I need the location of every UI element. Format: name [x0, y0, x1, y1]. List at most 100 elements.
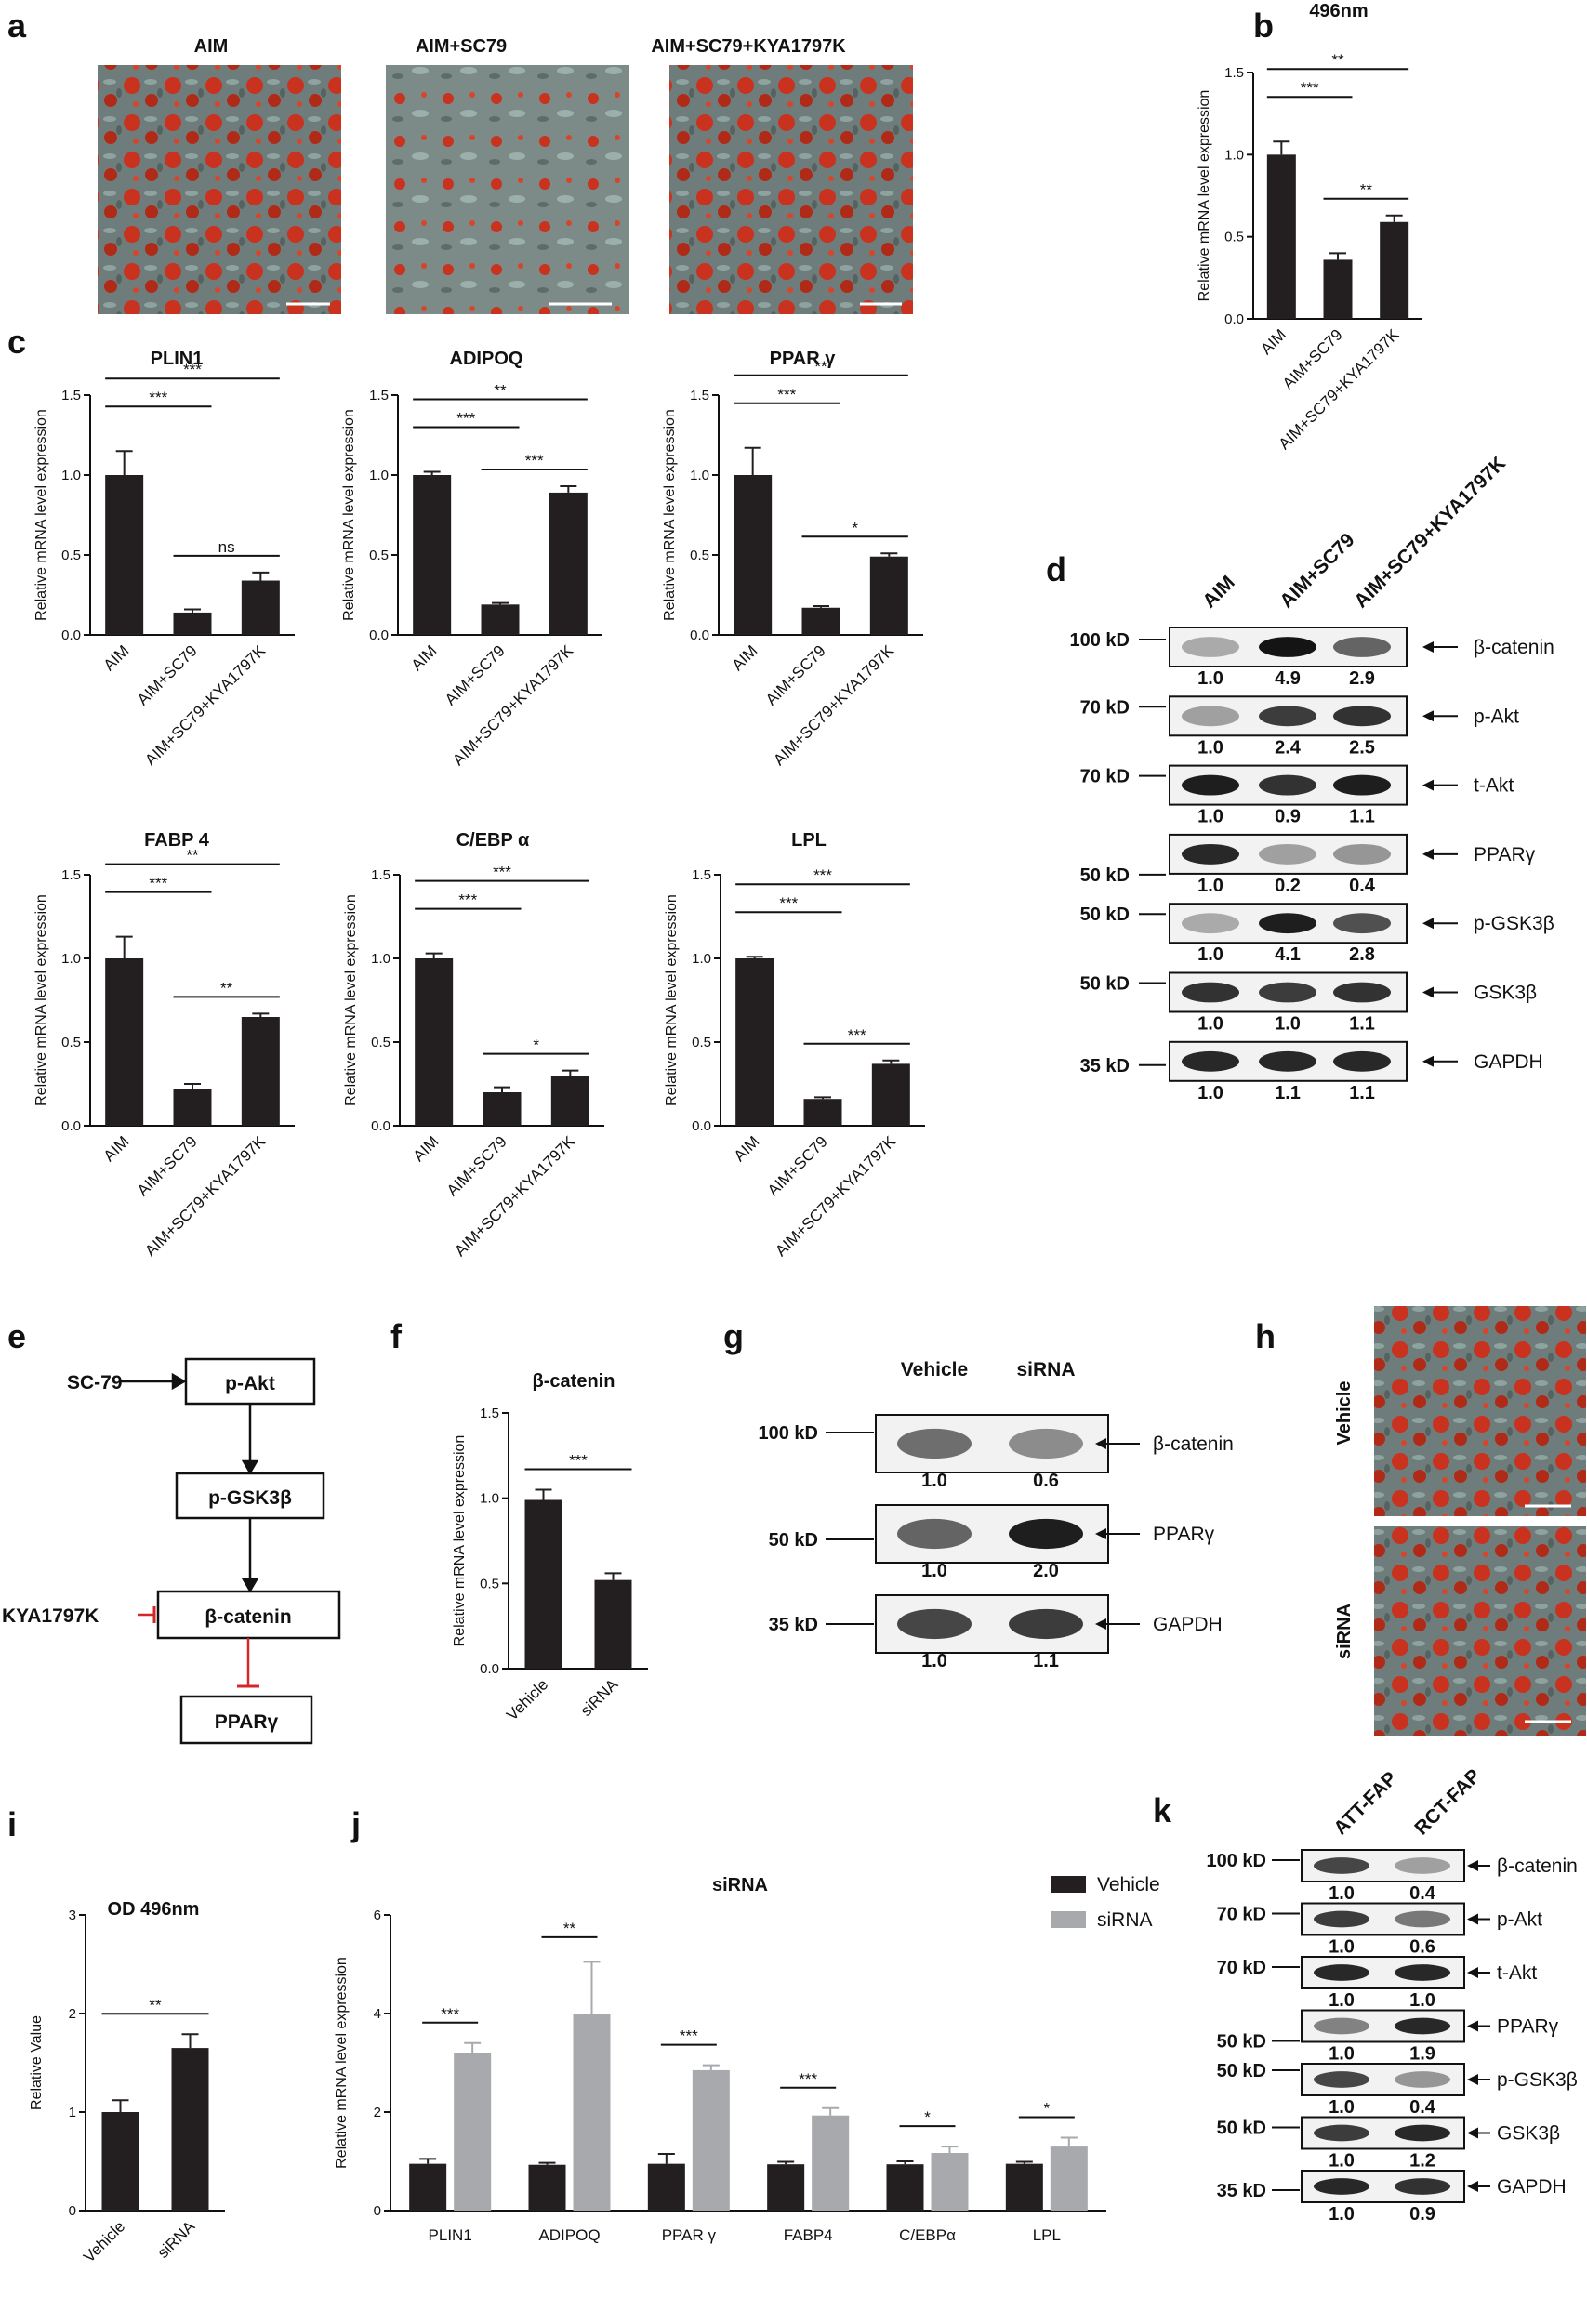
chart-title: 496nm — [1309, 1, 1368, 21]
protein-band — [1182, 913, 1239, 934]
protein-band — [1395, 2178, 1450, 2195]
protein-band — [1259, 843, 1316, 865]
band-quantification: 2.9 — [1349, 668, 1375, 689]
x-tick-label: AIM+SC79+KYA1797K — [770, 641, 897, 769]
significance-label: *** — [493, 864, 511, 881]
arrow-head — [1422, 848, 1434, 860]
arrow-head — [1422, 779, 1434, 791]
significance-label: ** — [563, 1920, 576, 1937]
band-quantification: 1.0 — [1329, 1883, 1355, 1904]
panel-label-d: d — [1046, 550, 1066, 588]
bar — [105, 958, 144, 1126]
chart-c1: PLIN1 0.0 0.5 1.0 1.5 Relative mRNA level exp… — [33, 349, 295, 769]
y-tick-label: 0.0 — [61, 627, 81, 643]
micrograph-aim-sc79-kya — [669, 65, 913, 314]
significance-label: *** — [569, 1452, 588, 1470]
micrograph-aim-sc79 — [386, 65, 629, 314]
arrow-head — [1467, 2074, 1478, 2085]
protein-band — [1333, 637, 1391, 657]
y-tick-label: 0.5 — [690, 548, 709, 563]
band-quantification: 1.0 — [1329, 2097, 1355, 2118]
significance-label: *** — [777, 386, 796, 403]
micrograph-aim — [98, 65, 341, 314]
y-tick-label: 4 — [374, 2006, 381, 2022]
band-quantification: 4.9 — [1275, 668, 1301, 689]
legend-swatch-vehicle — [1051, 1876, 1086, 1893]
y-axis-label: Relative Value — [29, 2015, 45, 2110]
panel-label-e: e — [7, 1317, 26, 1355]
band-quantification: 1.0 — [1329, 2204, 1355, 2225]
panel-label-g: g — [723, 1317, 744, 1355]
x-tick-label: AIM+SC79 — [134, 1132, 201, 1199]
x-tick-label: siRNA — [577, 1675, 622, 1720]
x-tick-label: AIM+SC79+KYA1797K — [141, 641, 269, 769]
panel-label-i: i — [7, 1805, 17, 1843]
chart-b: 496nm 0.0 0.5 1.0 1.5 Relative mRNA level exp… — [1197, 1, 1422, 453]
significance-label: ns — [218, 538, 235, 556]
panel-label-j: j — [350, 1805, 361, 1843]
protein-name: GSK3β — [1497, 2123, 1560, 2145]
bar — [801, 607, 840, 635]
protein-band — [1314, 2017, 1369, 2035]
bar — [735, 958, 774, 1126]
band-quantification: 1.0 — [921, 1651, 947, 1671]
protein-name: p-Akt — [1474, 706, 1519, 727]
band-quantification: 1.0 — [1329, 2151, 1355, 2172]
band-quantification: 1.1 — [1033, 1651, 1059, 1671]
molecular-weight-marker: 50 kD — [769, 1530, 818, 1551]
bar — [481, 604, 520, 635]
bar-sirna — [454, 2053, 492, 2211]
bar-sirna — [573, 2014, 611, 2211]
y-axis-label: Relative mRNA level expression — [664, 894, 680, 1106]
chart-i: OD 496nm 0 1 2 3 Relative Value Vehicle siRNA ** — [29, 1899, 225, 2266]
band-quantification: 1.0 — [1197, 1083, 1223, 1103]
bar — [869, 556, 908, 635]
arrow-head — [1422, 1055, 1434, 1067]
protein-name: GSK3β — [1474, 983, 1537, 1004]
protein-name: PPARγ — [1153, 1524, 1215, 1545]
band-quantification: 0.2 — [1275, 876, 1301, 896]
x-tick-label: AIM+SC79+KYA1797K — [451, 1132, 578, 1260]
band-quantification: 1.1 — [1349, 1014, 1375, 1035]
bar — [1380, 221, 1409, 319]
band-quantification: 2.4 — [1275, 737, 1302, 758]
bar-sirna — [692, 2069, 730, 2211]
molecular-weight-marker: 50 kD — [1217, 2061, 1266, 2081]
protein-band — [1009, 1428, 1083, 1459]
protein-band — [1395, 1857, 1450, 1874]
protein-name: β-catenin — [1497, 1855, 1578, 1877]
significance-label: *** — [183, 361, 202, 378]
band-quantification: 0.6 — [1033, 1471, 1059, 1491]
protein-band — [1259, 913, 1316, 934]
y-tick-label: 0.0 — [1224, 311, 1244, 327]
y-tick-label: 1.5 — [371, 867, 390, 883]
x-tick-label: AIM+SC79 — [764, 1132, 831, 1199]
x-tick-label: siRNA — [154, 2217, 199, 2262]
molecular-weight-marker: 35 kD — [1080, 1056, 1130, 1076]
significance-label: *** — [848, 1026, 866, 1044]
y-axis-label: Relative mRNA level expression — [341, 409, 357, 621]
arrow-head — [1422, 986, 1434, 998]
micrograph-vehicle — [1374, 1306, 1586, 1516]
bar — [171, 2048, 209, 2211]
arrow-head — [1095, 1528, 1106, 1539]
protein-band — [1259, 706, 1316, 727]
significance-label: *** — [458, 891, 477, 909]
x-tick-label: AIM+SC79 — [134, 641, 201, 708]
x-tick-label: AIM — [100, 641, 133, 674]
chart-title: β-catenin — [533, 1371, 615, 1392]
bar — [734, 475, 773, 635]
y-tick-label: 2 — [69, 2006, 76, 2022]
band-quantification: 1.0 — [1329, 1937, 1355, 1958]
lane-label: AIM+SC79+KYA1797K — [1350, 453, 1510, 613]
arrow-head — [1467, 2020, 1478, 2032]
legend-label-sirna: siRNA — [1097, 1909, 1153, 1931]
charts-layer: 496nm 0.0 0.5 1.0 1.5 Relative mRNA level exp… — [29, 1, 1422, 2266]
node-beta-catenin: β-catenin — [205, 1606, 291, 1628]
panel-e-pathway — [121, 1357, 341, 1745]
band-quantification: 1.9 — [1409, 2044, 1435, 2065]
molecular-weight-marker: 100 kD — [759, 1423, 819, 1444]
x-tick-label: ADIPOQ — [538, 2226, 600, 2244]
significance-label: * — [924, 2108, 931, 2126]
lane-label: ATT-FAP — [1329, 1767, 1401, 1839]
